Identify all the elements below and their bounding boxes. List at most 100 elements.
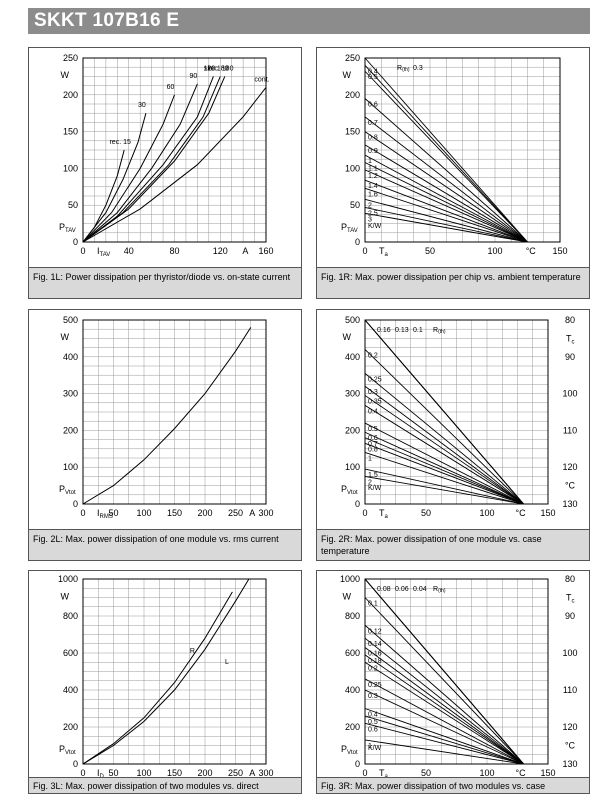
y-tick-label-3r: 200: [345, 722, 360, 732]
y-unit-3l: W: [61, 591, 70, 601]
series-line-1l-2: [82, 94, 175, 243]
rth-line-1r-5: [364, 131, 528, 243]
chart-caption-2l: Fig. 2L: Max. power dissipation of one m…: [29, 529, 301, 560]
rth-label-3r: 0.16: [368, 650, 382, 657]
x-unit-2r: °C: [515, 508, 526, 518]
chart-panel-3l: 0 200 400 600 800 1000 0 50 100 150 200 250 300 W PVto…: [28, 570, 302, 794]
x-tick-label-2l: 300: [258, 508, 273, 518]
x2-tick-label-2r: 110: [563, 425, 577, 435]
x2-tick-label-3r: 110: [563, 685, 577, 695]
y-tick-label-3r: 1000: [340, 574, 360, 584]
rth-line-3r-13: [364, 722, 524, 765]
rth-line-1r-13: [364, 206, 528, 243]
rth-label-3r: 0.6: [368, 726, 378, 733]
x-tick-label-2l: 0: [80, 508, 85, 518]
x2-symbol-2r: Tc: [566, 333, 575, 345]
x-tick-label-3l: 200: [197, 768, 212, 778]
rth-line-3r-12: [364, 715, 524, 765]
rth-line-2r-13: [364, 468, 524, 505]
y-tick-label-1r: 100: [345, 163, 360, 173]
series-label-1l: 90: [189, 73, 197, 80]
series-label-1l: rec. 180: [208, 65, 233, 72]
x-tick-label-1r: 50: [425, 246, 435, 256]
y-tick-label-2r: 400: [345, 352, 360, 362]
rth-line-1r-11: [364, 187, 528, 243]
x-symbol-1r: Ta: [379, 246, 389, 258]
chart-caption-3r: Fig. 3R: Max. power dissipation of two m…: [317, 777, 589, 793]
plot-frame: [82, 578, 267, 765]
x-tick-label-2r: 150: [540, 508, 555, 518]
x-symbol-2r: Ta: [379, 508, 389, 520]
chart-caption-1r: Fig. 1R: Max. power dissipation per chip…: [317, 267, 589, 298]
x-unit-3r: °C: [515, 768, 526, 778]
rth-label-1r: 2: [368, 202, 372, 209]
y-unit-3r: W: [343, 591, 352, 601]
y-tick-label-3l: 400: [63, 685, 78, 695]
rth-label-1r: 2.5: [368, 210, 378, 217]
x2-unit-3r: °C: [565, 741, 576, 751]
rth-line-3r-7: [364, 654, 524, 765]
rth-label-3r: 0.04: [413, 586, 427, 593]
y-tick-label-2r: 100: [345, 462, 360, 472]
page-header: SKKT 107B16 E: [28, 8, 590, 34]
rth-line-1r-7: [364, 154, 528, 243]
x-tick-label-3l: 150: [167, 768, 182, 778]
y-symbol-1l: PTAV: [59, 222, 76, 234]
chart-panel-2r: 0 100 200 300 400 500 0 50 100 150 W PVtot °C Ta 80 90 1…: [316, 309, 590, 561]
rth-label-3r: 0.5: [368, 719, 378, 726]
y-tick-label-3r: 600: [345, 648, 360, 658]
y-symbol-1r: PTAV: [341, 222, 358, 234]
y-symbol-2l: PVtot: [59, 484, 76, 496]
rth-label-2r: 0.16: [377, 327, 391, 334]
series-label-1l: 30: [138, 102, 146, 109]
chart-panel-1r: 0 50 100 150 200 250 0 50 100 150 W PTAV °C Ta 0.5 0.4 0…: [316, 47, 590, 299]
y-tick-label-1r: 50: [350, 200, 360, 210]
x2-tick-label-2r: 130: [562, 499, 577, 509]
y-unit-1r: W: [343, 70, 352, 80]
rth-line-2r-7: [364, 404, 524, 505]
x2-tick-label-3r: 100: [562, 648, 577, 658]
rth-label-2r: 0.4: [368, 408, 378, 415]
y-tick-label-1r: 0: [355, 237, 360, 247]
rth-line-2r-14: [364, 475, 524, 505]
rth-label-1r: 0.7: [368, 120, 378, 127]
x-tick-label-3r: 50: [421, 768, 431, 778]
x-tick-label-3r: 0: [362, 768, 367, 778]
rth-line-1r-2: [364, 57, 528, 243]
y-tick-label-3l: 0: [73, 759, 78, 769]
rth-line-2r-8: [364, 422, 524, 505]
rth-label-3r: 0.08: [377, 586, 391, 593]
series-line-1l-1: [82, 113, 147, 243]
series-label-1l: sin. 180: [204, 65, 229, 72]
series-label-3l: L: [225, 659, 229, 666]
rth-label-3r: 0.25: [368, 682, 382, 689]
chart-2l: 0 100 200 300 400 500 0 50 100 150 200 250 300 W PVtot…: [59, 315, 274, 520]
y-unit-2r: W: [343, 332, 352, 342]
y-symbol-2r: PVtot: [341, 484, 358, 496]
rth-label-1r: 0.8: [368, 135, 378, 142]
rth-line-1r-14: [364, 212, 528, 243]
chart-1l: 0 50 100 150 200 250 0 40 80 120 160 W PTAV A ITAV rec.…: [59, 53, 274, 258]
plot-frame: [82, 319, 267, 505]
y-tick-label-2l: 500: [63, 315, 78, 325]
x-tick-label-1l: 120: [213, 246, 228, 256]
series-label-1l: 60: [167, 84, 175, 91]
rth-line-2r-11: [364, 442, 524, 505]
rth-param-1r: R(th): [397, 65, 410, 73]
x-symbol-1l: ITAV: [97, 246, 110, 258]
rth-line-1r-8: [364, 162, 528, 243]
rth-label-1r: 0.9: [368, 148, 378, 155]
rth-label-2r: 0.13: [395, 327, 409, 334]
x-unit-2l: A: [249, 508, 255, 518]
rth-unit-1r: K/W: [368, 223, 382, 230]
y-tick-label-2l: 200: [63, 425, 78, 435]
chart-panel-3r: 02004006008001000050100150WPVtot°CTa8090…: [316, 570, 590, 794]
rth-line-1r-1: [364, 65, 528, 243]
series-line-3l-0: [82, 591, 233, 765]
rth-label-2r: 0.25: [368, 376, 382, 383]
x2-tick-label-3r: 130: [562, 759, 577, 769]
chart-2r: 0 100 200 300 400 500 0 50 100 150 W PVtot °C Ta 80 90 1…: [341, 315, 578, 520]
rth-line-3r-5: [364, 637, 524, 765]
y-tick-label-2l: 0: [73, 499, 78, 509]
x-tick-label-3l: 50: [108, 768, 118, 778]
